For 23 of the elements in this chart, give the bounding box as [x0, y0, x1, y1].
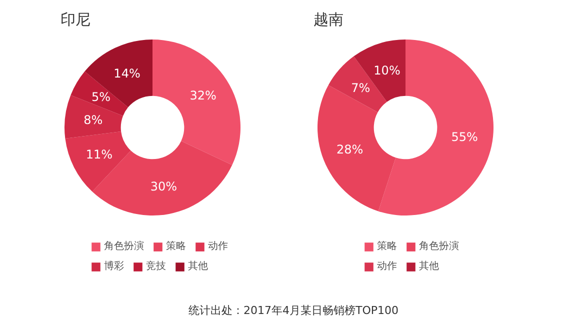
- data-label: 14%: [114, 66, 140, 80]
- data-label: 32%: [190, 88, 216, 102]
- legend-label: 动作: [208, 240, 228, 253]
- legend-label: 动作: [377, 260, 397, 273]
- data-label: 28%: [336, 142, 364, 157]
- data-label: 11%: [86, 148, 113, 162]
- legend-label: 竞技: [146, 260, 166, 273]
- legend-label: 策略: [166, 240, 186, 253]
- chart-title: 越南: [314, 10, 344, 28]
- data-label: 55%: [451, 130, 478, 144]
- data-label: 5%: [91, 90, 111, 104]
- legend-label: 博彩: [104, 260, 124, 273]
- data-label: 30%: [150, 179, 178, 194]
- legend-label: 策略: [377, 240, 397, 253]
- data-label: 8%: [84, 113, 103, 127]
- text: 统计出处：2017年4月某日畅销榜TOP100: [188, 304, 398, 317]
- chart-title: 印尼: [60, 10, 90, 28]
- legend-label: 其他: [419, 260, 439, 273]
- legend-label: 其他: [188, 260, 208, 273]
- data-label: 10%: [374, 64, 400, 78]
- legend-label: 角色扮演: [419, 240, 459, 253]
- data-label: 7%: [351, 80, 370, 95]
- legend-label: 角色扮演: [104, 240, 144, 253]
